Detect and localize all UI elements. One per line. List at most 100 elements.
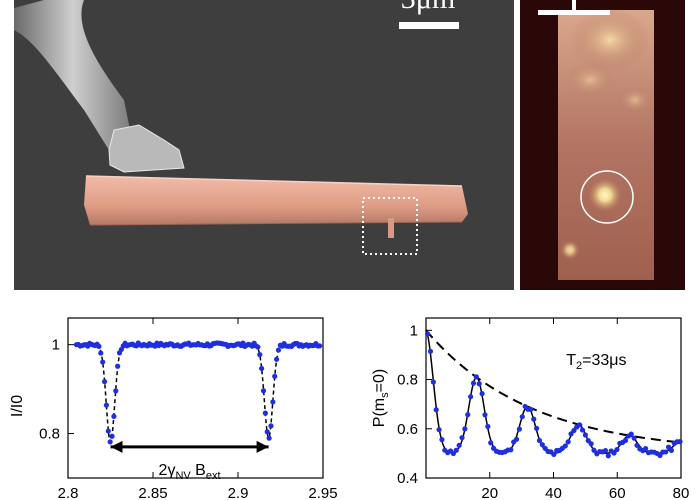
- echo-xtick-label: 20: [481, 485, 498, 500]
- echo-data-point: [459, 435, 465, 441]
- odmr-data-point: [275, 347, 282, 353]
- echo-data-point: [485, 423, 491, 430]
- odmr-chart-panel: I/I0 2.8 2.85 2.9 2.95 1 0.8 2γNV Bext: [0, 300, 340, 500]
- echo-data-point: [634, 442, 640, 448]
- odmr-data-point: [272, 373, 278, 379]
- echo-envelope-fit: [425, 329, 682, 444]
- odmr-data-point: [100, 359, 106, 365]
- odmr-data-point: [273, 356, 280, 362]
- sem-cantilever: [84, 176, 468, 225]
- echo-data-point: [534, 425, 540, 431]
- echo-xtick-label: 80: [673, 485, 690, 500]
- odmr-data-point: [266, 435, 272, 441]
- echo-data-point: [462, 426, 468, 432]
- odmr-annotation: 2γNV Bext: [159, 462, 221, 482]
- fluor-nv-circle: [580, 170, 634, 224]
- sem-background: [14, 0, 514, 290]
- echo-data-point: [508, 447, 514, 453]
- echo-data-point: [614, 446, 620, 453]
- odmr-axes-frame: [67, 317, 324, 479]
- echo-data-point: [577, 422, 583, 428]
- sem-tip-glue: [108, 124, 185, 173]
- echo-ytick-label: 0.6: [397, 421, 418, 438]
- echo-data-point: [439, 437, 445, 443]
- fluorescence-image: [520, 0, 685, 290]
- sem-scale-label: 3μm: [401, 0, 455, 15]
- sem-scale-bar: [399, 22, 459, 29]
- echo-data-point: [631, 435, 637, 441]
- odmr-xtick-label: 2.8: [58, 485, 79, 500]
- sem-roi-box: [362, 197, 418, 255]
- echo-data-point: [479, 391, 485, 397]
- echo-data-point: [579, 427, 586, 433]
- echo-data-point: [657, 452, 663, 459]
- odmr-data-point: [317, 343, 323, 349]
- sem-pillar: [388, 218, 394, 238]
- odmr-data-point: [107, 439, 113, 445]
- echo-xtick-label: 60: [609, 485, 626, 500]
- echo-ylabel: P(ms=0): [371, 369, 391, 427]
- sem-tip-fiber: [14, 0, 132, 150]
- echo-data-point: [430, 379, 436, 385]
- echo-data-point: [605, 453, 611, 459]
- odmr-data-point: [113, 388, 119, 394]
- echo-data-point: [551, 451, 557, 458]
- echo-data-point: [628, 431, 634, 437]
- echo-data-point: [539, 442, 545, 448]
- echo-data-point: [588, 441, 594, 447]
- echo-data-point: [513, 436, 520, 442]
- echo-data-point: [622, 437, 629, 444]
- echo-data-point: [465, 412, 471, 418]
- odmr-data-point: [257, 352, 263, 358]
- odmr-data-point: [115, 363, 121, 369]
- odmr-ytick-label: 1: [52, 337, 60, 354]
- echo-data-point: [424, 331, 431, 337]
- odmr-fit-curve: [257, 349, 279, 440]
- odmr-arrow-head-left: [110, 440, 123, 453]
- echo-data-point: [677, 439, 683, 445]
- fluor-nv-spot: [587, 177, 623, 213]
- odmr-data-point: [268, 423, 274, 429]
- odmr-xtick-label: 2.85: [138, 485, 167, 500]
- sem-image: 3μm: [14, 0, 514, 290]
- odmr-data-point: [109, 433, 115, 439]
- echo-ytick-label: 1: [410, 322, 418, 339]
- odmr-data-point: [262, 410, 268, 416]
- echo-data-point: [470, 380, 477, 386]
- echo-data-point: [643, 445, 649, 452]
- echo-ytick-label: 0.8: [397, 372, 418, 389]
- odmr-data-point: [255, 344, 261, 350]
- odmr-data-point: [103, 402, 110, 408]
- odmr-data-point: [111, 413, 117, 419]
- echo-data-point: [473, 374, 479, 380]
- echo-data-point: [468, 394, 474, 400]
- echo-data-point: [663, 449, 669, 455]
- odmr-data-point: [98, 350, 104, 356]
- fluorescence-image-panel: [520, 0, 685, 290]
- echo-data-point: [476, 381, 482, 387]
- echo-data-point: [531, 416, 537, 422]
- echo-xtick-label: 40: [545, 485, 562, 500]
- echo-data-point: [668, 447, 675, 453]
- echo-data-point: [571, 427, 577, 434]
- echo-data-point: [453, 447, 459, 453]
- echo-data-point: [582, 432, 588, 438]
- echo-data-point: [536, 437, 543, 444]
- echo-data-point: [516, 426, 522, 432]
- sem-image-panel: 3μm: [14, 0, 514, 290]
- odmr-xtick-label: 2.95: [308, 485, 337, 500]
- odmr-data-point: [96, 343, 102, 349]
- fluor-scale-bar: [538, 10, 610, 15]
- odmr-ytick-label: 0.8: [39, 426, 60, 443]
- odmr-data-point: [270, 399, 276, 405]
- odmr-chart: I/I0 2.8 2.85 2.9 2.95 1 0.8 2γNV Bext: [9, 317, 338, 500]
- echo-data-point: [488, 440, 494, 446]
- odmr-ylabel: I/I0: [9, 395, 26, 417]
- odmr-xtick-label: 2.9: [228, 485, 249, 500]
- echo-data-point: [591, 447, 597, 453]
- odmr-data-point: [259, 365, 265, 372]
- echo-data-point: [528, 406, 534, 412]
- echo-data-point: [519, 414, 525, 420]
- odmr-data-point: [101, 378, 108, 385]
- echo-data-point: [436, 427, 442, 433]
